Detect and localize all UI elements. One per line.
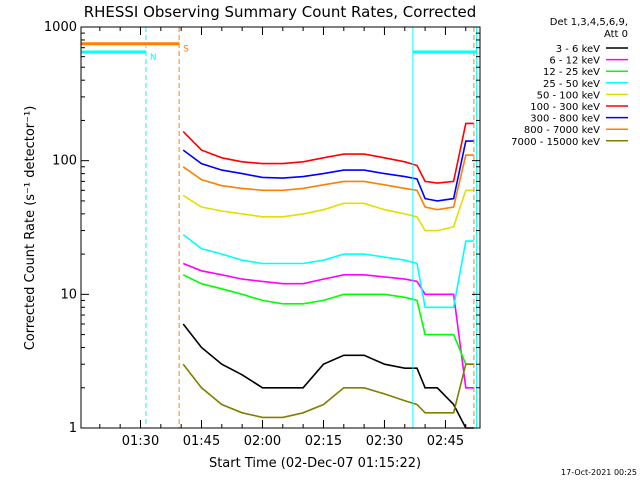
x-tick-label-3: 02:15 xyxy=(305,434,342,449)
y-tick-label-1: 10 xyxy=(60,287,77,302)
legend-label-5: 100 - 300 keV xyxy=(530,102,600,113)
series-line-2 xyxy=(182,274,474,366)
x-tick-label-4: 02:30 xyxy=(366,434,403,449)
plot-frame xyxy=(80,26,481,429)
x-tick-label-1: 01:45 xyxy=(183,434,220,449)
y-tick-label-3: 1000 xyxy=(44,20,77,35)
legend-label-3: 25 - 50 keV xyxy=(543,79,600,90)
generated-timestamp: 17-Oct-2021 00:25 xyxy=(561,468,637,477)
series-line-3 xyxy=(182,233,474,309)
legend-label-6: 300 - 800 keV xyxy=(530,114,600,125)
series-line-4 xyxy=(182,189,474,232)
y-tick-label-2: 100 xyxy=(52,154,77,169)
x-tick-label-2: 02:00 xyxy=(244,434,281,449)
series-line-5 xyxy=(182,122,474,184)
chart-title: RHESSI Observing Summary Count Rates, Co… xyxy=(84,3,477,21)
series-line-7 xyxy=(182,154,474,211)
legend-detector-info-0: Det 1,3,4,5,6,9, xyxy=(550,17,628,28)
legend-detector-info-1: Att 0 xyxy=(604,29,628,40)
x-axis-label: Start Time (02-Dec-07 01:15:22) xyxy=(209,456,421,471)
flag-label-0: S xyxy=(183,45,189,55)
y-axis-label: Corrected Count Rate (s⁻¹ detector⁻¹) xyxy=(23,106,38,351)
series-line-6 xyxy=(182,140,474,202)
series-line-8 xyxy=(182,363,474,419)
legend-label-0: 3 - 6 keV xyxy=(556,44,600,55)
legend-label-2: 12 - 25 keV xyxy=(543,67,600,78)
legend-label-7: 800 - 7000 keV xyxy=(524,125,600,136)
series-line-1 xyxy=(182,262,474,389)
legend-label-8: 7000 - 15000 keV xyxy=(511,137,600,148)
legend-label-4: 50 - 100 keV xyxy=(537,90,601,101)
flag-label-1: N xyxy=(150,53,157,63)
legend-label-1: 6 - 12 keV xyxy=(549,56,600,67)
x-tick-label-5: 02:45 xyxy=(427,434,464,449)
y-tick-label-0: 1 xyxy=(69,421,77,436)
series-line-0 xyxy=(182,323,474,429)
x-tick-label-0: 01:30 xyxy=(122,434,159,449)
